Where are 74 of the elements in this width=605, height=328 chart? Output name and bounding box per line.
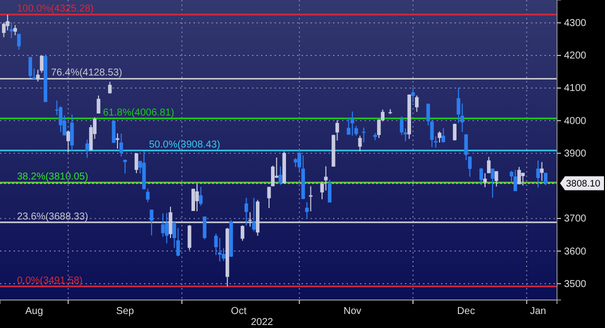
candlestick [112,120,116,144]
x-tick-label: Aug [25,306,43,318]
candlestick [13,24,17,36]
y-tick-label: 4000 [564,116,587,127]
candlestick [483,172,487,188]
candlestick [442,128,446,143]
candlestick [514,169,518,192]
x-tick-label: Jan [530,306,546,318]
candlestick [415,95,419,112]
candlestick [324,166,328,191]
candlestick [468,156,472,178]
candlestick [479,167,484,186]
candlestick [96,95,100,114]
y-tick-label: 3600 [564,246,587,258]
candlestick [438,130,442,143]
candlestick [85,139,89,158]
candlestick [517,166,521,185]
candlestick [358,135,362,152]
candlestick [544,172,548,186]
ref-line-label: 76.4%(4128.53) [51,68,122,79]
candlestick [540,162,544,182]
candlestick [116,132,120,150]
ref-line-label: 23.6%(3688.33) [17,211,88,222]
candlestick [164,212,169,244]
candlestick [168,206,172,239]
candlestick [248,212,252,228]
y-tick-label: 3900 [564,148,587,160]
candlestick [161,212,165,238]
x-tick-label: Sep [116,306,134,318]
candlestick [267,186,271,209]
candlestick [244,197,248,226]
candlestick [188,224,192,251]
candlestick [486,156,491,174]
candlestick [28,56,32,79]
candlestick [119,133,124,158]
candlestick [494,170,498,188]
candlestick [195,183,199,212]
ref-line-label: 3808.10 [566,178,600,190]
candlestick [17,33,21,50]
y-tick-label: 4300 [564,18,587,30]
ref-line-label: 61.8%(4006.81) [103,107,174,118]
candlestick [66,130,70,153]
candlestick [240,224,244,242]
candlestick [191,188,196,212]
candlestick [70,114,74,152]
candlestick [350,111,354,136]
ref-line-label: 0.0%(3491.58) [17,275,83,286]
candlestick [252,197,256,232]
y-tick-label: 3700 [564,214,587,225]
x-axis-title: 2022 [250,317,274,328]
ref-line-label: 100.0%(4325.28) [17,4,94,15]
x-tick-label: Dec [457,306,475,318]
candlestick [305,202,309,220]
ref-line-label: 50.0%(3908.43) [149,140,220,151]
candlestick [490,168,494,198]
ref-line-label: 38.2%(3810.05) [17,172,88,183]
candlestick [123,159,127,174]
candlestick [278,166,282,186]
y-tick-label: 4100 [564,83,587,94]
candlestick [134,152,138,174]
candlestick [328,179,332,203]
x-tick-label: Nov [343,306,362,318]
candlestick [146,188,150,203]
candlestick [411,87,415,103]
x-tick-label: Oct [230,306,247,318]
candlestick [362,127,366,143]
candlestick [536,160,540,188]
candlestick [10,22,14,39]
y-tick-label: 4200 [564,50,587,62]
candlestick [202,216,206,240]
candlestick [452,123,456,142]
candlestick [150,209,154,236]
candlestick [199,186,203,206]
y-tick-label: 3500 [564,278,587,290]
